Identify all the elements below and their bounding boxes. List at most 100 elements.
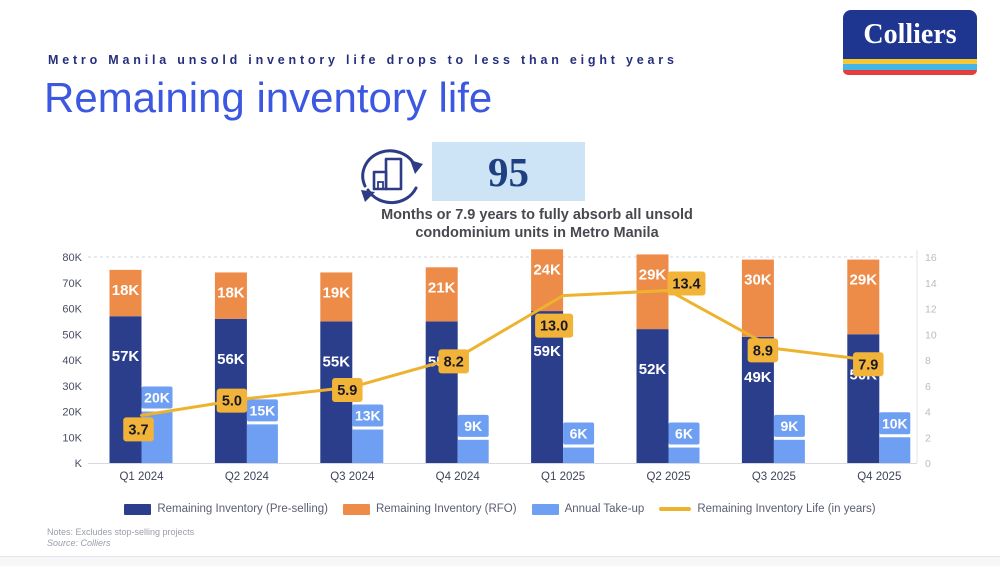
callout-caption-line1: Months or 7.9 years to fully absorb all … — [381, 207, 693, 223]
legend-label: Remaining Inventory Life (in years) — [697, 503, 876, 515]
life-value-label: 5.0 — [222, 394, 242, 410]
bar-preselling-q2-2025 — [636, 329, 669, 463]
bar-takeup-q4-2024 — [457, 439, 489, 463]
takeup-value-label: 9K — [780, 418, 798, 434]
life-value-chip-q3-2024 — [332, 378, 363, 403]
bar-rfo-q1-2024 — [109, 269, 142, 317]
bar-takeup-q2-2025 — [668, 447, 700, 463]
life-value-chip-q1-2024 — [123, 417, 154, 442]
life-value-chip-q2-2024 — [216, 388, 248, 413]
takeup-value-label: 6K — [570, 426, 588, 442]
right-axis-tick: 2 — [925, 432, 931, 444]
life-value-label: 3.7 — [128, 422, 148, 438]
takeup-label-chip-q2-2025 — [668, 422, 700, 445]
takeup-value-label: 13K — [355, 408, 381, 424]
right-axis-tick: 8 — [925, 355, 931, 367]
bar-rfo-q3-2025 — [741, 259, 774, 337]
life-value-label: 7.9 — [858, 357, 878, 373]
page-title: Remaining inventory life — [44, 74, 493, 121]
x-axis-label: Q3 2025 — [752, 471, 796, 483]
life-value-chip-q4-2024 — [438, 349, 469, 374]
preselling-value-label: 56K — [217, 351, 245, 368]
takeup-label-chip-q4-2024 — [457, 414, 489, 437]
left-axis-tick: 30K — [62, 381, 82, 393]
left-axis-tick: 80K — [62, 252, 82, 264]
takeup-value-label: 6K — [675, 426, 693, 442]
bar-rfo-q1-2025 — [531, 249, 564, 312]
x-axis-label: Q2 2025 — [646, 471, 690, 483]
left-axis-tick: 50K — [62, 329, 82, 341]
x-axis-label: Q1 2025 — [541, 471, 585, 483]
footer-notes: Notes: Excludes stop-selling projects So… — [47, 527, 194, 549]
x-axis-label: Q4 2024 — [436, 471, 481, 483]
right-axis-tick: 10 — [925, 329, 937, 341]
legend-item-remaining-inventory-(rfo): Remaining Inventory (RFO) — [342, 503, 517, 515]
logo-stripe-cyan — [843, 64, 977, 70]
x-axis-label: Q2 2024 — [225, 471, 270, 483]
takeup-value-label: 9K — [464, 418, 482, 434]
preselling-value-label: 49K — [744, 369, 772, 386]
page-bottom-edge — [0, 556, 1000, 566]
rfo-value-label: 18K — [112, 282, 140, 299]
notes-line: Notes: Excludes stop-selling projects — [47, 527, 195, 537]
right-axis-tick: 14 — [925, 278, 937, 290]
x-axis-label: Q3 2024 — [330, 471, 375, 483]
right-axis-tick: 4 — [925, 407, 931, 419]
legend-label: Annual Take-up — [564, 503, 645, 515]
bar-takeup-q1-2025 — [563, 447, 595, 463]
callout-caption: Months or 7.9 years to fully absorb all … — [317, 207, 757, 242]
rfo-value-label: 24K — [533, 261, 561, 278]
takeup-label-chip-q4-2025 — [879, 412, 911, 435]
bar-takeup-q2-2024 — [246, 424, 278, 463]
source-line: Source: Colliers — [47, 538, 111, 548]
months-number-box: 95 — [432, 142, 585, 201]
left-axis-tick: 40K — [62, 355, 82, 367]
colliers-logo: Colliers — [843, 10, 977, 76]
rfo-value-label: 18K — [217, 284, 245, 301]
legend-swatch-line — [659, 507, 692, 511]
legend-swatch-bar — [342, 503, 370, 515]
takeup-label-chip-q3-2025 — [773, 414, 805, 437]
right-axis-tick: 16 — [925, 252, 937, 264]
legend-item-remaining-inventory-life-(in-years): Remaining Inventory Life (in years) — [659, 503, 876, 515]
kicker-text: Metro Manila unsold inventory life drops… — [48, 53, 678, 67]
life-value-label: 8.2 — [444, 354, 464, 370]
legend-label: Remaining Inventory (Pre-selling) — [157, 503, 328, 515]
colliers-logo-text: Colliers — [863, 18, 957, 50]
takeup-value-label: 10K — [882, 415, 908, 431]
bar-rfo-q4-2025 — [847, 259, 880, 335]
bar-rfo-q4-2024 — [425, 267, 458, 322]
preselling-value-label: 59K — [533, 343, 561, 360]
life-value-chip-q2-2025 — [667, 271, 706, 296]
legend-swatch-bar — [124, 503, 152, 515]
right-axis-tick: 6 — [925, 381, 931, 393]
takeup-value-label: 20K — [144, 390, 170, 406]
right-axis-tick: 0 — [925, 458, 931, 470]
rfo-value-label: 19K — [323, 284, 351, 301]
months-number: 95 — [488, 148, 529, 195]
life-value-label: 13.4 — [672, 276, 700, 292]
bar-rfo-q3-2024 — [320, 272, 353, 322]
life-value-chip-q4-2025 — [853, 352, 884, 377]
legend-item-remaining-inventory-(pre-selling): Remaining Inventory (Pre-selling) — [124, 503, 328, 515]
preselling-value-label: 55K — [323, 353, 351, 370]
bar-takeup-q3-2024 — [352, 429, 384, 463]
life-value-chip-q3-2025 — [747, 338, 779, 363]
rfo-value-label: 29K — [639, 266, 667, 283]
left-axis-tick: 20K — [62, 407, 82, 419]
logo-stripe-red — [843, 69, 977, 76]
rfo-value-label: 21K — [428, 279, 456, 296]
chart-legend: Remaining Inventory (Pre-selling) Remaini… — [0, 503, 1000, 515]
preselling-value-label: 57K — [112, 348, 140, 365]
callout-caption-line2: condominium units in Metro Manila — [415, 224, 659, 241]
left-axis-tick: 10K — [62, 432, 82, 444]
legend-label: Remaining Inventory (RFO) — [375, 503, 517, 515]
rfo-value-label: 29K — [850, 272, 878, 289]
bar-takeup-q4-2025 — [879, 437, 911, 463]
takeup-label-chip-q3-2024 — [352, 404, 384, 427]
bar-preselling-q4-2024 — [425, 321, 458, 463]
right-axis-tick: 12 — [925, 304, 937, 316]
left-axis-tick: 70K — [62, 278, 82, 290]
legend-item-annual-take-up: Annual Take-up — [531, 503, 645, 515]
